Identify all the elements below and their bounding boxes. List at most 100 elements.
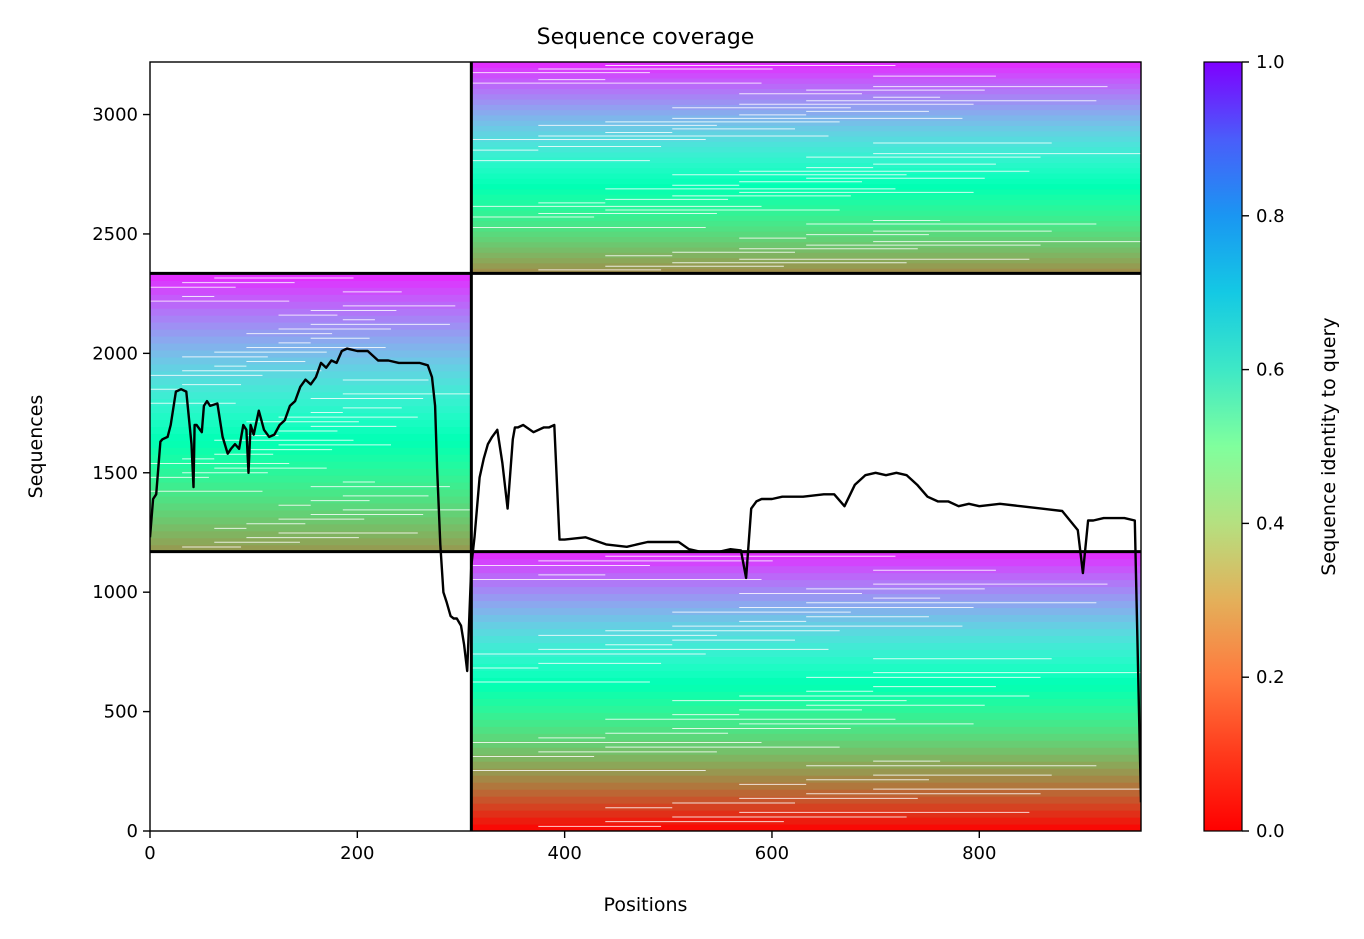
coverage-band bbox=[471, 146, 1141, 153]
coverage-band bbox=[150, 363, 472, 372]
coverage-band bbox=[150, 308, 472, 316]
coverage-band bbox=[471, 220, 1141, 227]
coverage-band bbox=[471, 600, 1141, 609]
coverage-band bbox=[150, 523, 472, 532]
coverage-band bbox=[471, 607, 1141, 616]
coverage-band bbox=[471, 141, 1141, 148]
coverage-band bbox=[471, 768, 1141, 776]
coverage-band bbox=[471, 268, 1141, 274]
coverage-band bbox=[471, 257, 1141, 264]
x-tick-label: 0 bbox=[144, 843, 155, 864]
coverage-band bbox=[150, 516, 472, 525]
coverage-band bbox=[471, 135, 1141, 142]
coverage-band bbox=[471, 670, 1141, 678]
y-tick-label: 2000 bbox=[92, 343, 138, 364]
sequence-row-gaps bbox=[150, 65, 1141, 831]
x-tick-label: 800 bbox=[962, 843, 996, 864]
coverage-band bbox=[471, 803, 1141, 811]
y-tick-label: 0 bbox=[127, 821, 138, 842]
coverage-band bbox=[471, 225, 1141, 232]
coverage-band bbox=[471, 98, 1141, 105]
coverage-band bbox=[471, 565, 1141, 574]
coverage-band bbox=[150, 419, 472, 427]
coverage-band bbox=[471, 810, 1141, 818]
coverage-band bbox=[150, 280, 472, 288]
coverage-band bbox=[471, 215, 1141, 222]
coverage-band bbox=[150, 495, 472, 504]
coverage-band bbox=[471, 586, 1141, 595]
coverage-band bbox=[150, 294, 472, 302]
colorbar-tick-label: 0.6 bbox=[1256, 360, 1285, 381]
coverage-band bbox=[150, 315, 472, 323]
x-axis-ticks: 0 200 400 600 800 bbox=[144, 831, 996, 864]
coverage-band bbox=[471, 614, 1141, 623]
coverage-band bbox=[471, 183, 1141, 190]
coverage-band bbox=[150, 342, 472, 351]
coverage-band bbox=[471, 677, 1141, 685]
coverage-band bbox=[471, 698, 1141, 706]
coverage-band bbox=[471, 114, 1141, 121]
y-tick-label: 3000 bbox=[92, 105, 138, 126]
coverage-band bbox=[471, 761, 1141, 769]
coverage-band bbox=[471, 663, 1141, 671]
coverage-band bbox=[471, 83, 1141, 90]
coverage-band bbox=[471, 642, 1141, 650]
coverage-band bbox=[150, 356, 472, 365]
colorbar-tick-label: 1.0 bbox=[1256, 52, 1285, 73]
coverage-band bbox=[471, 194, 1141, 200]
segment-boundaries bbox=[150, 62, 1141, 831]
coverage-band bbox=[471, 241, 1141, 248]
colorbar-tick-label: 0.4 bbox=[1256, 513, 1285, 534]
coverage-band bbox=[471, 733, 1141, 741]
coverage-band bbox=[471, 579, 1141, 588]
coverage-band bbox=[471, 754, 1141, 762]
coverage-band bbox=[150, 482, 472, 490]
coverage-band bbox=[150, 384, 472, 393]
coverage-band bbox=[150, 433, 472, 441]
coverage-band bbox=[471, 199, 1141, 206]
coverage-band bbox=[471, 178, 1141, 185]
colorbar-ticks: 0.0 0.2 0.4 0.6 0.8 1.0 bbox=[1242, 52, 1285, 842]
coverage-band bbox=[471, 231, 1141, 237]
coverage-band bbox=[471, 572, 1141, 581]
coverage-band bbox=[150, 544, 472, 553]
y-tick-label: 1500 bbox=[92, 463, 138, 484]
coverage-band bbox=[150, 398, 472, 407]
coverage-band bbox=[471, 93, 1141, 100]
coverage-band bbox=[471, 172, 1141, 179]
colorbar-tick-label: 0.2 bbox=[1256, 667, 1285, 688]
coverage-band bbox=[150, 370, 472, 379]
plot-area bbox=[150, 62, 1141, 831]
x-tick-label: 400 bbox=[547, 843, 581, 864]
x-tick-label: 600 bbox=[755, 843, 789, 864]
coverage-band bbox=[150, 537, 472, 546]
y-axis-ticks: 0 500 1000 1500 2000 2500 3000 bbox=[92, 105, 150, 842]
y-tick-label: 1000 bbox=[92, 582, 138, 603]
coverage-band bbox=[471, 775, 1141, 783]
coverage-band bbox=[150, 391, 472, 400]
coverage-band bbox=[471, 824, 1141, 831]
coverage-band bbox=[471, 167, 1141, 174]
coverage-band bbox=[471, 162, 1141, 169]
x-tick-label: 200 bbox=[340, 843, 374, 864]
coverage-band bbox=[471, 188, 1141, 195]
coverage-band bbox=[471, 817, 1141, 825]
coverage-band bbox=[150, 377, 472, 386]
coverage-band bbox=[150, 322, 472, 330]
coverage-band bbox=[471, 656, 1141, 664]
coverage-band bbox=[471, 209, 1141, 216]
coverage-band bbox=[471, 204, 1141, 211]
coverage-band bbox=[150, 440, 472, 448]
coverage-band bbox=[471, 691, 1141, 699]
coverage-band bbox=[471, 558, 1141, 567]
coverage-band bbox=[150, 335, 472, 344]
coverage-band bbox=[471, 157, 1141, 163]
coverage-band bbox=[471, 740, 1141, 748]
chart-title: Sequence coverage bbox=[537, 25, 755, 50]
coverage-band bbox=[471, 551, 1141, 560]
coverage-band bbox=[150, 454, 472, 462]
coverage-band bbox=[471, 593, 1141, 602]
coverage-band bbox=[150, 329, 472, 337]
coverage-band bbox=[471, 236, 1141, 243]
